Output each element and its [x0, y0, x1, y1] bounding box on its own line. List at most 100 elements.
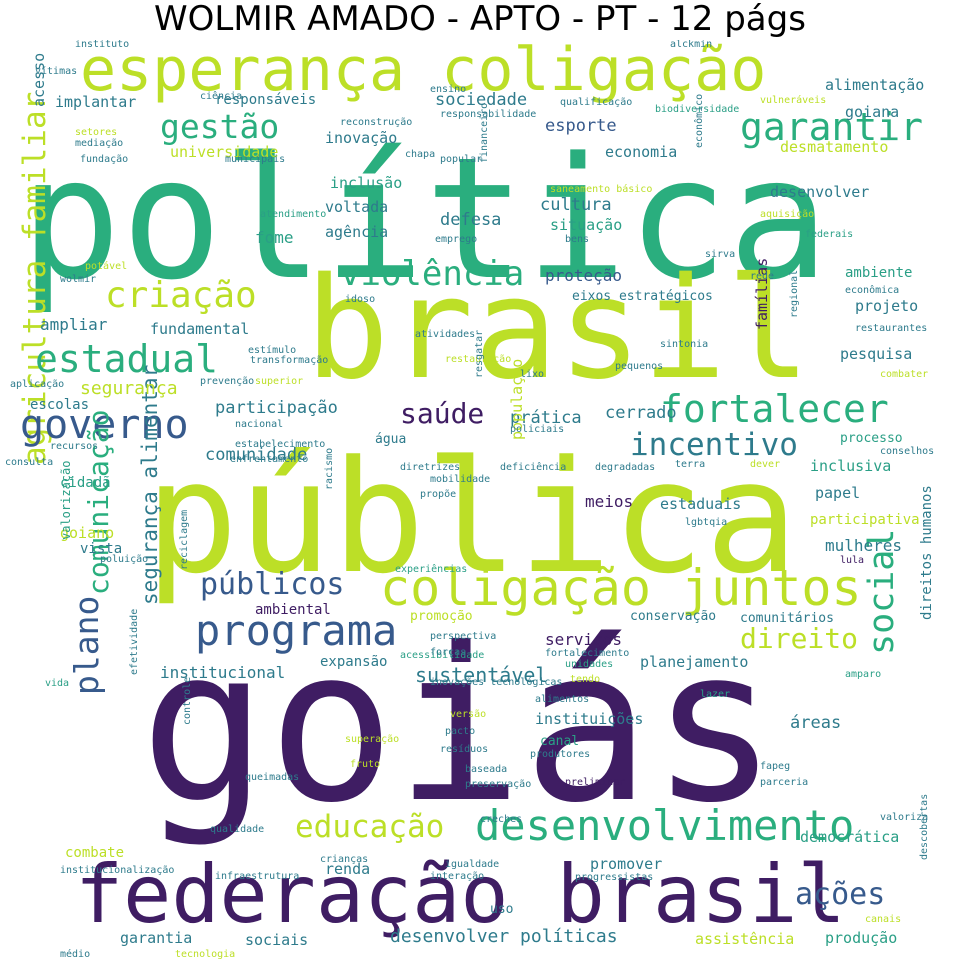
word: estaduais — [660, 495, 742, 513]
word: ampliar — [40, 315, 108, 334]
word: política — [20, 121, 830, 317]
word: regional — [789, 269, 800, 318]
word: ambiental — [255, 602, 331, 618]
word: situação — [550, 216, 623, 234]
word: fundamental — [150, 320, 250, 338]
word: públicos — [200, 567, 345, 602]
word: prevenção — [200, 376, 255, 387]
word: esporte — [545, 116, 617, 136]
word: criação — [105, 275, 257, 316]
word: wolmir — [60, 274, 97, 285]
word: desenvolver políticas — [390, 926, 618, 947]
word: combater — [880, 369, 929, 380]
word: tendo — [570, 674, 601, 685]
word: dever — [750, 459, 781, 470]
word: comunicação — [82, 409, 115, 595]
word: famílias — [753, 257, 771, 330]
word: promoção — [410, 609, 473, 624]
word: combate — [65, 845, 125, 861]
word: democrática — [800, 828, 900, 846]
word: descobertas — [919, 793, 930, 860]
word: federação brasil — [75, 848, 846, 941]
word: ambiente — [845, 265, 913, 281]
word: transformação — [250, 355, 329, 366]
word: mulheres — [825, 536, 903, 555]
word: lazer — [700, 689, 731, 700]
word: voltada — [325, 198, 389, 216]
word: mediação — [75, 138, 124, 149]
word: alimentação — [825, 76, 925, 94]
word: desenvolver — [770, 183, 870, 201]
word: fortalecer — [660, 387, 889, 431]
word: uso — [490, 902, 514, 917]
word: vulneráveis — [760, 95, 827, 106]
word: restaurantes — [855, 323, 928, 334]
word: propõe — [420, 489, 457, 500]
word: unidades — [565, 659, 614, 670]
word: acessibilidade — [400, 650, 485, 661]
word: segurança — [80, 378, 178, 399]
word: goiás — [140, 602, 779, 849]
word: chapa — [405, 149, 436, 160]
word: projeto — [855, 297, 919, 315]
word: direitos humanos — [919, 485, 935, 620]
word: inovações tecnológicas — [430, 677, 563, 688]
word: lula — [840, 555, 865, 566]
word: sirva — [705, 249, 736, 260]
word: saúde — [400, 397, 485, 430]
word: municipais — [225, 154, 286, 165]
word-cloud: política goiás pública brasil esperança coli… — [0, 40, 960, 960]
word: áreas — [790, 713, 842, 733]
word: tecnologia — [175, 949, 236, 960]
word: financeiro — [479, 102, 490, 163]
word: preliminar — [565, 777, 626, 788]
word: terra — [675, 459, 706, 470]
word: pacto — [445, 726, 476, 737]
word: ciência — [200, 91, 243, 102]
word: institucionalização — [60, 865, 175, 876]
word: controle — [182, 676, 193, 725]
word: fundação — [80, 154, 129, 165]
word: comunitários — [740, 611, 834, 626]
word: aplicação — [10, 379, 65, 390]
word: pequenos — [615, 361, 664, 372]
word: canais — [865, 914, 902, 925]
word: promover — [590, 855, 663, 873]
word: vista — [80, 541, 123, 557]
word: forças — [430, 647, 467, 658]
word: responsáveis — [215, 92, 317, 108]
word: resgatar — [474, 329, 485, 378]
word: resíduos — [440, 744, 489, 755]
word: fapeg — [760, 761, 791, 772]
word: estabelecimento — [235, 439, 326, 450]
word: recursos — [50, 441, 99, 452]
word: desmatamento — [780, 138, 889, 156]
word: produtores — [530, 749, 591, 760]
word: deficiência — [500, 462, 567, 473]
word: vida — [45, 678, 70, 689]
word: escolas — [30, 397, 90, 413]
word: econômica — [845, 285, 900, 296]
word: estímulo — [248, 345, 297, 356]
word: sociais — [245, 931, 309, 949]
word: água — [375, 432, 407, 447]
word: inovação — [325, 129, 398, 147]
word: federais — [805, 229, 854, 240]
word: esperança coligação — [80, 40, 767, 105]
word: inclusiva — [810, 457, 892, 475]
word: reciclagem — [179, 509, 190, 570]
word: implantar — [55, 93, 137, 111]
cloud-title: WOLMIR AMADO - APTO - PT - 12 págs — [154, 0, 806, 39]
word: educação — [295, 809, 445, 845]
word: parceria — [760, 777, 809, 788]
word: diretrizes — [400, 462, 461, 473]
word: cerrado — [605, 403, 677, 423]
word: superior — [255, 376, 304, 387]
word: progressistas — [575, 872, 654, 883]
word: instituições — [535, 710, 644, 728]
word: produção — [825, 929, 898, 947]
word: assistência — [695, 930, 795, 948]
word: incentivo — [630, 427, 798, 463]
word: econômico — [694, 93, 705, 148]
word: creches — [480, 814, 523, 825]
